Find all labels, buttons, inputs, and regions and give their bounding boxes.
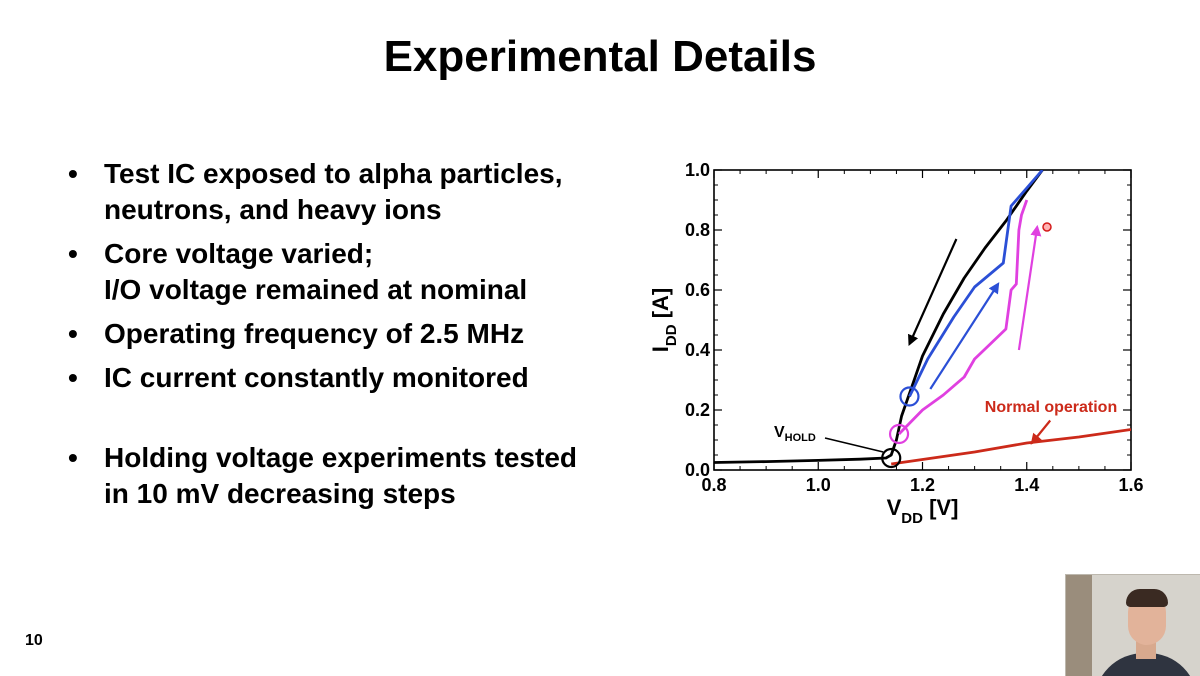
y-tick-label: 0.4 [685, 340, 710, 360]
y-tick-label: 0.6 [685, 280, 710, 300]
vhold-label: VHOLD [774, 424, 816, 444]
page-number: 10 [25, 632, 43, 649]
direction-arrow [1030, 419, 1052, 445]
bullet-dot: • [68, 318, 78, 349]
x-tick-label: 1.0 [806, 475, 831, 495]
normal-operation-label: Normal operation [985, 399, 1117, 416]
presenter-neck [1136, 641, 1156, 659]
presenter-shoulders [1094, 653, 1198, 676]
bullet-text: IC current constantly monitored [104, 362, 529, 393]
vhold-leader-line [824, 437, 884, 453]
bullet-item: • Operating frequency of 2.5 MHz [68, 316, 628, 352]
direction-arrow [1017, 224, 1042, 351]
series-line-3 [891, 428, 1131, 466]
bullet-list: • Test IC exposed to alpha particles, ne… [68, 156, 628, 520]
bullet-text: in 10 mV decreasing steps [104, 478, 456, 509]
bullet-text: Operating frequency of 2.5 MHz [104, 318, 525, 349]
bullet-text: neutrons, and heavy ions [104, 194, 442, 225]
transition-marker [899, 386, 920, 407]
laser-pointer-dot [1042, 222, 1052, 232]
series-line-2 [897, 199, 1029, 435]
bullet-dot: • [68, 362, 78, 393]
y-tick-label: 1.0 [685, 160, 710, 180]
x-axis-label: VDD [V] [887, 495, 959, 527]
webcam-video [1065, 574, 1200, 676]
x-tick-label: 1.6 [1118, 475, 1143, 495]
bullet-text: I/O voltage remained at nominal [104, 274, 528, 305]
bullet-text: Core voltage varied; [104, 238, 374, 269]
bullet-dot: • [68, 442, 78, 473]
x-tick-label: 1.4 [1014, 475, 1039, 495]
series-line-1 [908, 170, 1044, 398]
x-tick-label: 0.8 [701, 475, 726, 495]
webcam-background [1066, 575, 1092, 676]
y-tick-label: 0.2 [685, 400, 710, 420]
y-axis-label: IDD [A] [648, 288, 680, 352]
bullet-dot: • [68, 158, 78, 189]
bullet-text: Test IC exposed to alpha particles, [104, 158, 563, 189]
x-tick-label: 1.2 [910, 475, 935, 495]
y-tick-label: 0.8 [685, 220, 710, 240]
bullet-text: Holding voltage experiments tested [104, 442, 577, 473]
bullet-item: • IC current constantly monitored [68, 360, 628, 396]
transition-marker [881, 447, 902, 469]
transition-marker [888, 423, 910, 445]
slide-title: Experimental Details [383, 32, 817, 81]
direction-arrow [929, 282, 1000, 390]
series-line-0 [714, 170, 1044, 464]
bullet-item: • Core voltage varied; I/O voltage remai… [68, 236, 628, 308]
bullet-item: • Holding voltage experiments tested in … [68, 440, 628, 512]
presenter-hair [1126, 589, 1168, 607]
y-tick-label: 0.0 [685, 460, 710, 480]
direction-arrow [908, 238, 958, 347]
bullet-dot: • [68, 238, 78, 269]
bullet-item: • Test IC exposed to alpha particles, ne… [68, 156, 628, 228]
